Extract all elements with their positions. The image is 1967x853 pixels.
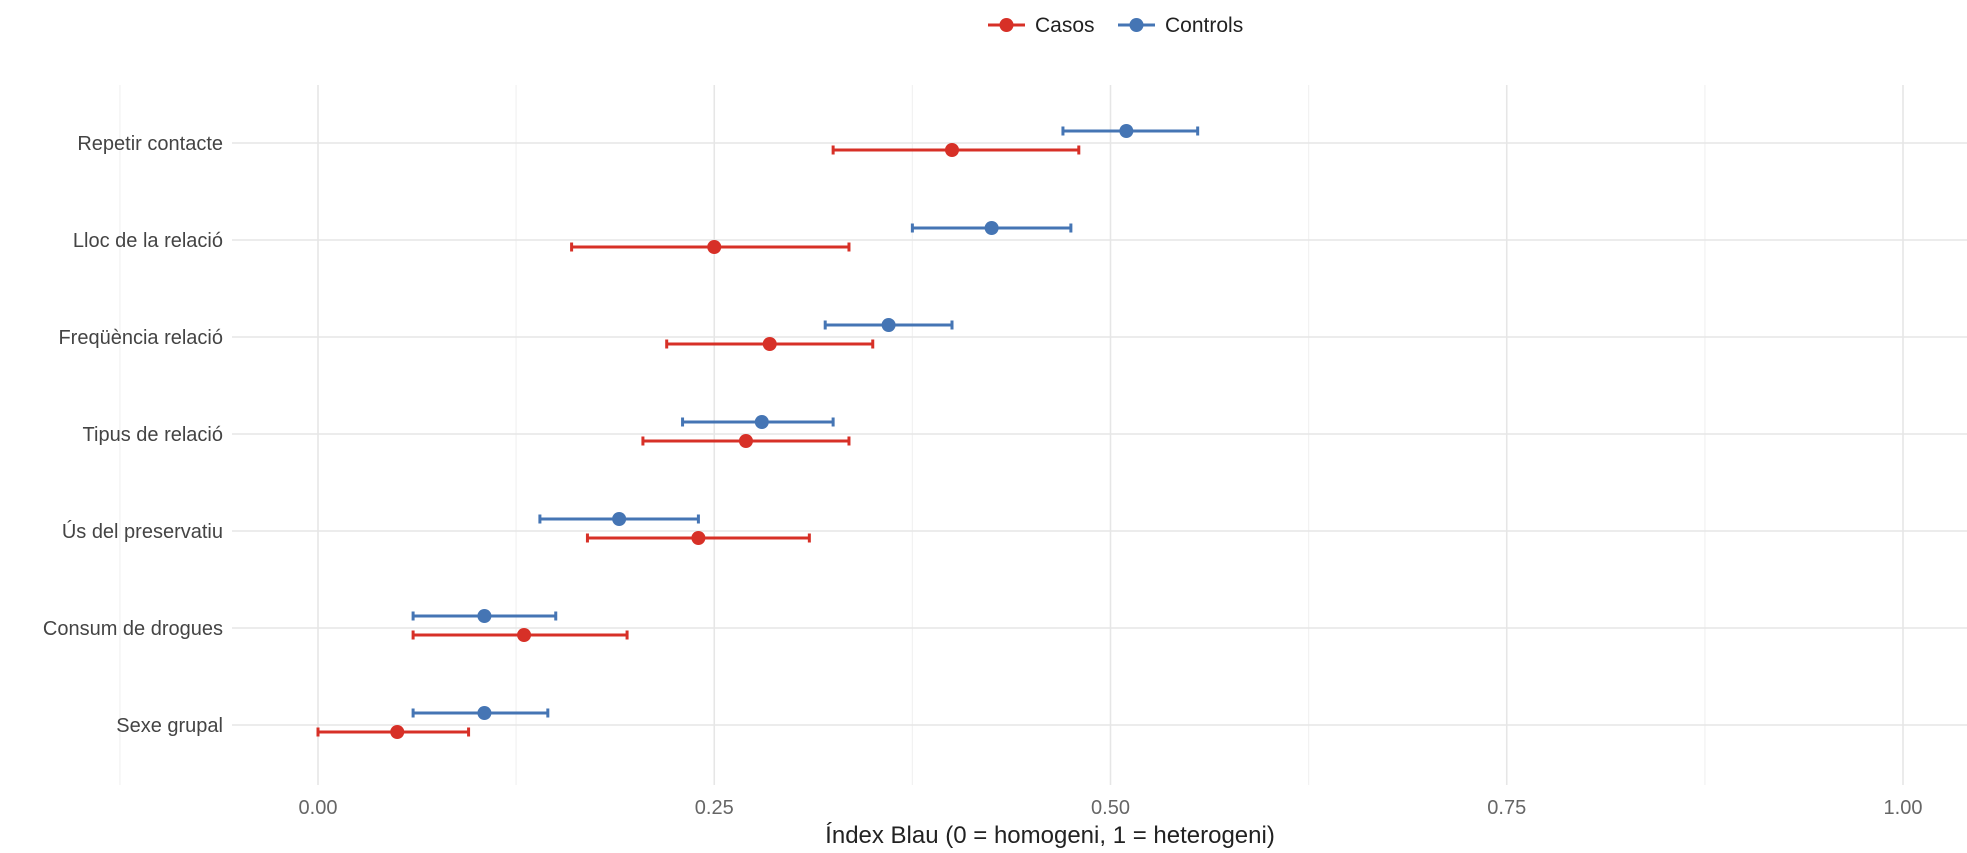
point-casos xyxy=(738,434,753,448)
legend-label: Controls xyxy=(1165,14,1243,37)
errorbar-casos xyxy=(641,434,851,448)
x-tick-labels: 0.00 0.25 0.50 0.75 1.00 xyxy=(299,797,1923,819)
point-casos xyxy=(945,143,959,157)
category-label: Sexe grupal xyxy=(116,715,223,737)
point-casos xyxy=(691,531,706,545)
errorbar-casos xyxy=(831,143,1081,157)
errorbar-controls xyxy=(910,221,1073,235)
errorbar-casos xyxy=(411,628,629,642)
errorbar-controls xyxy=(411,609,558,623)
errorbar-casos xyxy=(665,337,875,351)
category-label: Tipus de relació xyxy=(83,424,223,446)
legend: Casos Controls xyxy=(988,14,1243,37)
errorbar-controls xyxy=(538,512,700,526)
point-casos xyxy=(390,725,405,739)
point-controls xyxy=(477,609,492,623)
grid xyxy=(119,85,1967,785)
point-casos xyxy=(707,240,722,254)
errorbar-casos xyxy=(585,531,811,545)
x-tick-label: 0.50 xyxy=(1091,797,1130,819)
x-tick-label: 1.00 xyxy=(1884,797,1923,819)
point-controls xyxy=(1119,124,1134,138)
category-label: Consum de drogues xyxy=(43,618,223,640)
point-casos xyxy=(517,628,532,642)
category-label: Repetir contacte xyxy=(77,133,223,155)
legend-key-point xyxy=(1129,18,1144,32)
legend-key-point xyxy=(999,18,1014,32)
point-casos xyxy=(762,337,777,351)
errorbar-casos xyxy=(570,240,851,254)
x-tick-label: 0.00 xyxy=(299,797,338,819)
errorbar-controls xyxy=(1061,124,1200,138)
errorbar-controls xyxy=(411,706,550,720)
data-marks xyxy=(316,124,1200,739)
legend-item-controls: Controls xyxy=(1118,14,1243,37)
errorbar-casos xyxy=(316,725,471,739)
legend-label: Casos xyxy=(1035,14,1095,37)
legend-item-casos: Casos xyxy=(988,14,1095,37)
point-controls xyxy=(754,415,769,429)
point-controls xyxy=(984,221,999,235)
point-controls xyxy=(477,706,492,720)
errorbar-controls xyxy=(823,318,954,332)
errorbar-controls xyxy=(681,415,835,429)
x-axis-title: Índex Blau (0 = homogeni, 1 = heterogeni… xyxy=(825,822,1275,849)
point-controls xyxy=(881,318,896,332)
x-tick-label: 0.75 xyxy=(1487,797,1526,819)
x-tick-label: 0.25 xyxy=(695,797,734,819)
category-label: Freqüència relació xyxy=(58,327,223,349)
category-label: Ús del preservatiu xyxy=(62,520,223,543)
point-controls xyxy=(612,512,627,526)
category-labels: Sexe grupal Consum de drogues Ús del prese… xyxy=(43,133,223,737)
category-label: Lloc de la relació xyxy=(73,230,223,252)
